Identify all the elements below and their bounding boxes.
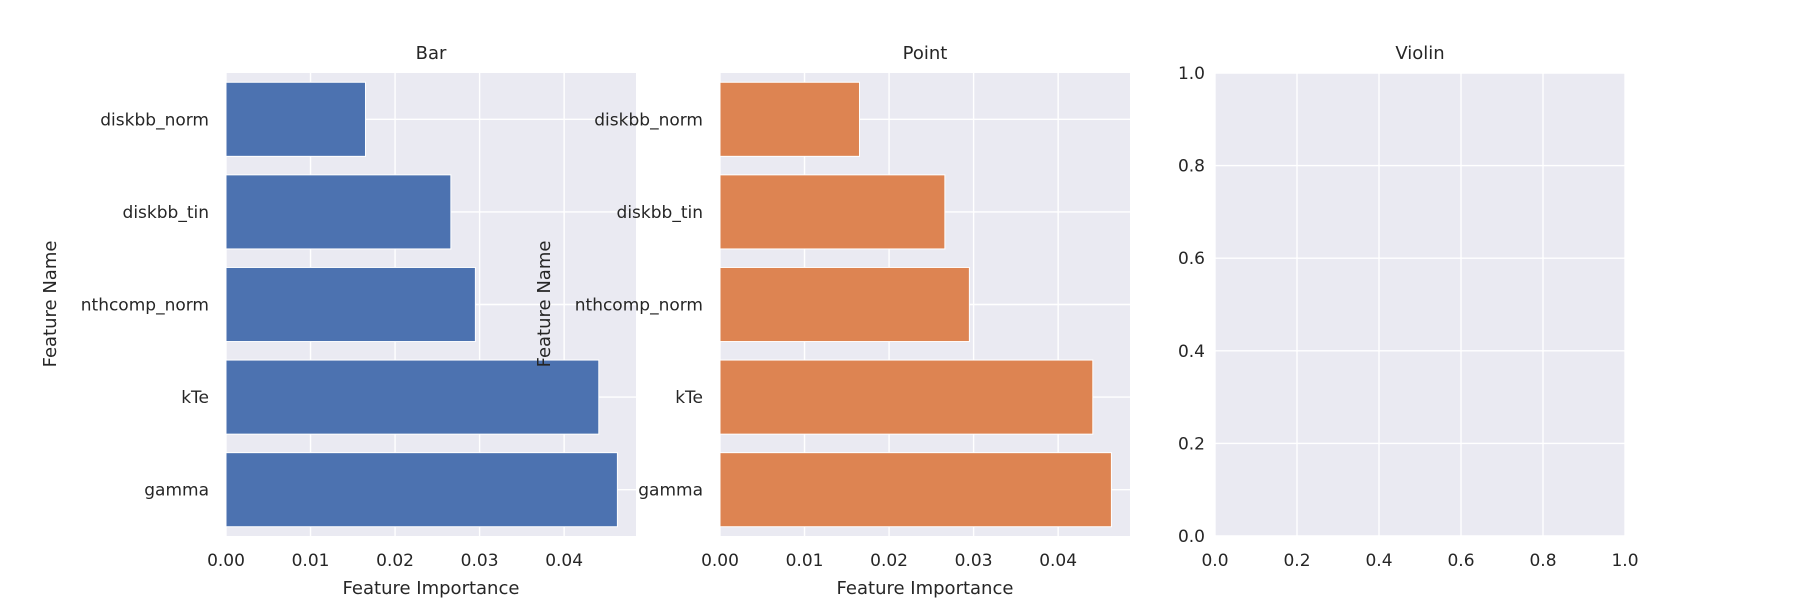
point-panel-x-tick-label: 0.04	[1039, 551, 1077, 571]
violin-panel-plot-area	[1214, 72, 1626, 537]
bar-panel-bar-diskbb-norm	[225, 81, 366, 157]
violin-panel-axes-background	[1215, 73, 1625, 536]
bar-panel-x-tick-label: 0.03	[461, 551, 499, 571]
violin-panel-y-tick-label: 0.0	[1178, 527, 1205, 547]
violin-panel-x-tick-label: 0.2	[1283, 551, 1310, 571]
violin-panel-y-tick-label: 0.4	[1178, 342, 1205, 362]
violin-panel-x-tick-label: 0.0	[1201, 551, 1228, 571]
bar-panel-y-tick-label: nthcomp_norm	[81, 296, 209, 316]
bar-panel-title: Bar	[416, 43, 447, 64]
violin-panel-y-tick-label: 1.0	[1178, 64, 1205, 84]
point-panel-y-axis-label: Feature Name	[534, 241, 555, 368]
violin-panel: Violin 0.0 0.2 0.4 0.6 0.8 1.0 0.0 0.2 0.4 0.6 0.8…	[1178, 43, 1639, 571]
bar-panel-y-tick-label: gamma	[144, 481, 209, 501]
violin-panel-y-tick-label: 0.6	[1178, 249, 1205, 269]
point-panel-x-tick-label: 0.01	[786, 551, 824, 571]
violin-panel-title: Violin	[1395, 43, 1444, 64]
violin-panel-x-tick-label: 0.8	[1529, 551, 1556, 571]
point-panel-bar-gamma	[719, 452, 1112, 528]
violin-panel-y-tick-label: 0.2	[1178, 434, 1205, 454]
point-panel: Point Feature Importance Feature Name 0.…	[534, 43, 1130, 599]
bar-panel-bar-diskbb-tin	[225, 174, 452, 250]
point-panel-bar-diskbb-tin	[719, 174, 946, 250]
point-panel-y-tick-label: diskbb_norm	[594, 110, 703, 130]
point-panel-x-tick-label: 0.00	[701, 551, 739, 571]
violin-panel-y-tick-label: 0.8	[1178, 157, 1205, 177]
point-panel-x-tick-label: 0.03	[955, 551, 993, 571]
point-panel-bar-diskbb-norm	[719, 81, 860, 157]
point-panel-bar-nthcomp-norm	[719, 266, 970, 343]
point-panel-y-tick-label: diskbb_tin	[617, 203, 703, 223]
point-panel-y-tick-label: kTe	[675, 388, 703, 408]
point-panel-x-tick-label: 0.02	[870, 551, 908, 571]
violin-panel-x-tick-label: 0.6	[1447, 551, 1474, 571]
violin-panel-x-tick-label: 1.0	[1611, 551, 1638, 571]
bar-panel: Bar Feature Importance Feature Name 0.00…	[40, 43, 636, 599]
bar-panel-x-tick-label: 0.01	[292, 551, 330, 571]
bar-panel-bar-nthcomp-norm	[225, 266, 476, 343]
bar-panel-x-axis-label: Feature Importance	[343, 578, 520, 599]
point-panel-bar-kTe	[719, 359, 1094, 435]
point-panel-y-tick-label: gamma	[638, 481, 703, 501]
bar-panel-x-tick-label: 0.02	[376, 551, 414, 571]
bar-panel-y-tick-label: kTe	[181, 388, 209, 408]
bar-panel-y-tick-label: diskbb_tin	[123, 203, 209, 223]
point-panel-title: Point	[903, 43, 948, 64]
bar-panel-y-tick-label: diskbb_norm	[100, 110, 209, 130]
bar-panel-bar-gamma	[225, 452, 618, 528]
point-panel-x-axis-label: Feature Importance	[837, 578, 1014, 599]
violin-panel-x-tick-label: 0.4	[1365, 551, 1392, 571]
bar-panel-bar-kTe	[225, 359, 600, 435]
bar-panel-x-tick-label: 0.00	[207, 551, 245, 571]
bar-panel-x-tick-label: 0.04	[545, 551, 583, 571]
point-panel-y-tick-label: nthcomp_norm	[575, 296, 703, 316]
bar-panel-y-axis-label: Feature Name	[40, 241, 61, 368]
